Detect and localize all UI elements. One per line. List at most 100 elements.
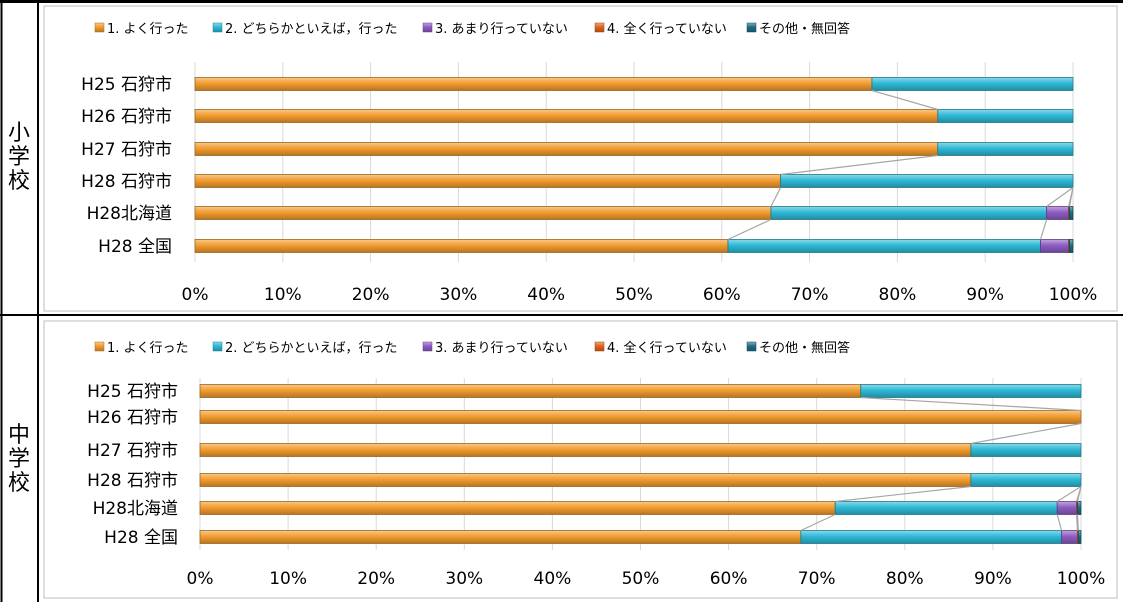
bar-segment [1040, 239, 1070, 253]
bar-segment [970, 473, 1082, 487]
series-line [835, 485, 971, 503]
category-label: H28 石狩市 [87, 471, 178, 491]
legend-swatch [594, 341, 605, 352]
x-tick-label: 20% [357, 569, 395, 589]
side-char: 中 [7, 423, 30, 448]
x-tick-label: 90% [966, 285, 1004, 305]
bar-segment [194, 206, 772, 220]
x-tick-label: 70% [798, 569, 836, 589]
bar-segment [871, 77, 1074, 91]
category-label: H28北海道 [87, 204, 172, 224]
bar-segment [1069, 206, 1074, 220]
side-char: 学 [7, 145, 30, 170]
legend-label: その他・無回答 [759, 340, 850, 356]
legend-swatch [94, 22, 105, 33]
bar-segment [937, 109, 1074, 123]
legend-swatch [422, 22, 433, 33]
category-label: H26 石狩市 [87, 408, 178, 428]
series-line [727, 218, 772, 241]
series-line [1046, 187, 1074, 207]
x-tick-label: 80% [879, 285, 917, 305]
bar-segment [1077, 501, 1082, 515]
x-tick-label: 70% [791, 285, 829, 305]
side-label-junior-high: 中 学 校 [0, 318, 38, 602]
legend-label: 2. どちらかといえば，行った [225, 341, 398, 356]
x-tick-label: 100% [1057, 569, 1106, 589]
bar-segment [199, 410, 1082, 424]
side-char: 小 [7, 121, 30, 146]
x-tick-label: 10% [264, 285, 302, 305]
series-line [871, 89, 938, 111]
series-line [1076, 514, 1079, 531]
bar-segment [860, 384, 1082, 398]
x-tick-label: 10% [269, 569, 307, 589]
x-tick-label: 100% [1049, 285, 1098, 305]
category-label: H27 石狩市 [81, 140, 172, 160]
bar-segment [199, 501, 836, 515]
legend-swatch [94, 341, 105, 352]
series-line [1075, 514, 1079, 531]
legend-label: その他・無回答 [759, 21, 850, 37]
bar-segment [194, 239, 729, 253]
series-line [800, 513, 836, 532]
x-tick-label: 90% [974, 569, 1012, 589]
legend-label: 4. 全く行っていない [607, 21, 727, 37]
legend-swatch [422, 341, 433, 352]
series-line [860, 396, 1082, 412]
x-tick-label: 50% [622, 569, 660, 589]
legend-swatch [594, 22, 605, 33]
legend-swatch [746, 341, 757, 352]
bar-segment [1056, 501, 1077, 515]
category-label: H28 全国 [104, 528, 178, 548]
x-tick-label: 20% [352, 285, 390, 305]
bar-segment [970, 443, 1082, 457]
legend-swatch [746, 22, 757, 33]
series-line [770, 187, 782, 207]
bar-segment [1077, 530, 1082, 544]
x-tick-label: 50% [615, 285, 653, 305]
bar-segment [780, 174, 1074, 188]
bar-segment [194, 174, 782, 188]
legend-label: 2. どちらかといえば，行った [225, 22, 398, 37]
legend-label: 3. あまり行っていない [435, 341, 568, 356]
legend-label: 3. あまり行っていない [435, 22, 568, 37]
legend-swatch [212, 341, 223, 352]
bar-segment [1046, 206, 1070, 220]
bar-segment [1069, 239, 1074, 253]
series-line [780, 154, 938, 176]
legend-label: 4. 全く行っていない [607, 340, 727, 356]
side-char: 学 [7, 447, 30, 472]
x-tick-label: 80% [886, 569, 924, 589]
category-label: H28 全国 [98, 237, 172, 257]
bar-segment [194, 142, 939, 156]
bar-segment [199, 530, 802, 544]
category-label: H27 石狩市 [87, 441, 178, 461]
legend-label: 1. よく行った [107, 22, 189, 37]
series-line [1056, 514, 1063, 531]
legend-label: 1. よく行った [107, 341, 189, 356]
x-tick-label: 30% [440, 285, 478, 305]
bar-segment [194, 109, 939, 123]
legend-swatch [212, 22, 223, 33]
x-tick-label: 40% [527, 285, 565, 305]
category-label: H26 石狩市 [81, 107, 172, 127]
bar-segment [937, 142, 1074, 156]
series-line [1076, 486, 1082, 502]
x-tick-label: 60% [710, 569, 748, 589]
category-label: H28 石狩市 [81, 172, 172, 192]
bar-segment [770, 206, 1048, 220]
bar-segment [800, 530, 1063, 544]
bar-segment [199, 443, 972, 457]
bar-segment [727, 239, 1041, 253]
junior-high-school-chart: 0% 10% 20% 30% 40% 50% 60% 70% 80% 90% 100% 1. よく行っ… [87, 340, 1105, 589]
bar-segment [199, 384, 862, 398]
bar-segment [194, 77, 873, 91]
side-char: 校 [7, 471, 30, 496]
series-line [1039, 219, 1048, 240]
category-label: H25 石狩市 [87, 382, 178, 402]
x-tick-label: 0% [182, 285, 209, 305]
bar-segment [834, 501, 1058, 515]
series-line [1056, 485, 1082, 503]
bar-segment [199, 473, 972, 487]
